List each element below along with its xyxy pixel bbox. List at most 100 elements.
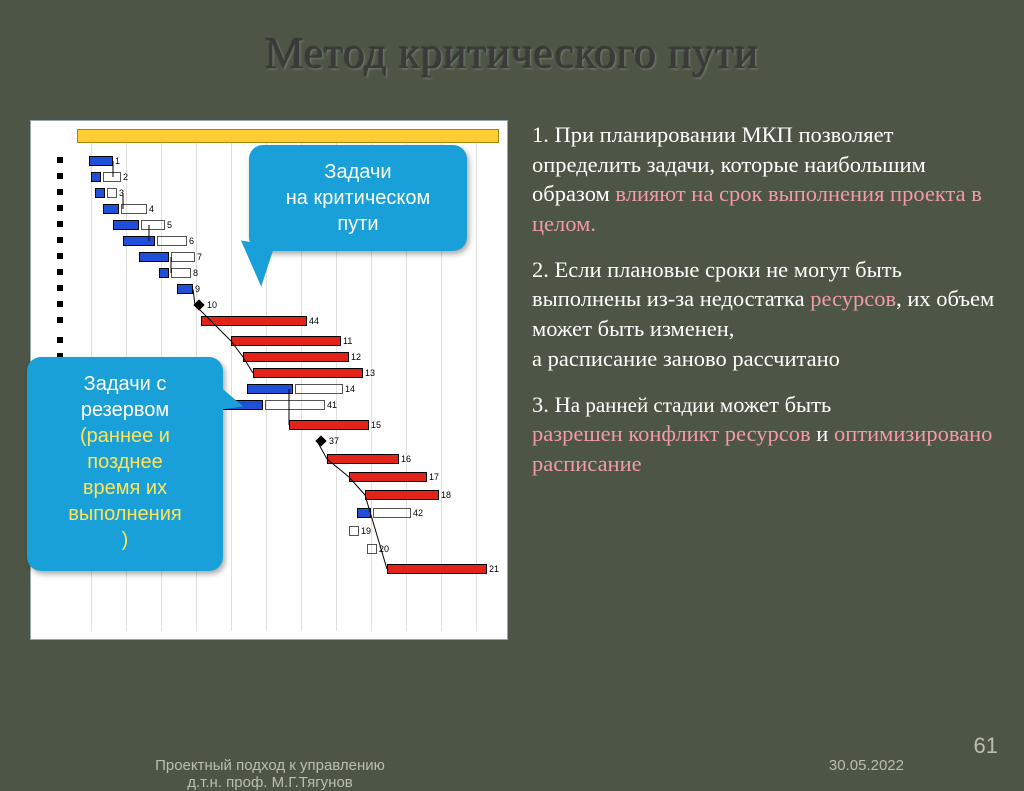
gantt-row-label: 3 — [119, 187, 124, 199]
gantt-bar — [357, 508, 371, 518]
gantt-row-label: 20 — [379, 543, 389, 555]
callout-line: позднее — [87, 451, 162, 473]
gantt-row-label: 16 — [401, 453, 411, 465]
callout-line: Задачи — [324, 161, 391, 183]
gantt-bar — [327, 454, 399, 464]
gantt-bar — [113, 220, 139, 230]
gantt-bar — [103, 204, 119, 214]
gantt-row-label: 2 — [123, 171, 128, 183]
gantt-row-tick — [57, 337, 63, 343]
gantt-bar — [367, 544, 377, 554]
gantt-milestone — [315, 435, 326, 446]
gantt-bar — [95, 188, 105, 198]
paragraph-2: 2. Если плановые сроки не могут быть вып… — [532, 255, 1000, 374]
callout-slack-tasks: Задачи с резервом (раннее и позднее врем… — [27, 357, 223, 571]
callout-line: выполнения — [68, 503, 181, 525]
gantt-bar — [89, 156, 113, 166]
callout-critical-tasks: Задачи на критическом пути — [249, 145, 467, 251]
gantt-bar — [365, 490, 439, 500]
gantt-milestone — [193, 299, 204, 310]
text-span: ожет быть — [733, 392, 831, 417]
gantt-row-label: 4 — [149, 203, 154, 215]
gantt-bar — [103, 172, 121, 182]
gantt-row-tick — [57, 269, 63, 275]
gantt-row-label: 19 — [361, 525, 371, 537]
gantt-row-label: 10 — [207, 299, 217, 311]
gantt-bar — [107, 188, 117, 198]
gantt-row-label: 12 — [351, 351, 361, 363]
gantt-row-label: 1 — [115, 155, 120, 167]
gantt-row-label: 11 — [343, 335, 352, 347]
gantt-bar — [349, 526, 359, 536]
callout-line: пути — [337, 213, 378, 235]
text-span: 3. Н — [532, 392, 571, 417]
callout-line: ) — [122, 529, 129, 551]
gantt-bar — [171, 268, 191, 278]
gantt-row-label: 18 — [441, 489, 451, 501]
footer-line: д.т.н. проф. М.Г.Тягунов — [187, 774, 353, 791]
footer-page-number: 61 — [974, 733, 998, 759]
gantt-bar — [247, 384, 293, 394]
gantt-row-tick — [57, 253, 63, 259]
gantt-row-tick — [57, 237, 63, 243]
gantt-row-label: 13 — [365, 367, 375, 379]
gantt-bar — [265, 400, 325, 410]
footer-credit: Проектный подход к управлению д.т.н. про… — [120, 757, 420, 791]
gantt-row-label: 6 — [189, 235, 194, 247]
text-span: а расписание заново рассчитано — [532, 346, 840, 371]
gantt-bar — [91, 172, 101, 182]
gantt-row-label: 14 — [345, 383, 355, 395]
gantt-row-tick — [57, 317, 63, 323]
callout-line: резервом — [81, 399, 169, 421]
gantt-bar — [349, 472, 427, 482]
gantt-row-tick — [57, 221, 63, 227]
gantt-bar — [295, 384, 343, 394]
gantt-row-label: 21 — [489, 563, 499, 575]
gantt-row-label: 15 — [371, 419, 381, 431]
footer-date: 30.05.2022 — [829, 757, 904, 774]
gantt-bar — [123, 236, 155, 246]
gantt-row-tick — [57, 301, 63, 307]
gantt-row-label: 7 — [197, 251, 202, 263]
gantt-header-strip — [77, 129, 499, 143]
gantt-row: 44 — [31, 313, 499, 333]
gantt-bar — [157, 236, 187, 246]
footer-line: Проектный подход к управлению — [155, 757, 385, 774]
text-column: 1. При планировании МКП позволяет опреде… — [532, 120, 1000, 495]
gantt-bar — [201, 316, 307, 326]
paragraph-1: 1. При планировании МКП позволяет опреде… — [532, 120, 1000, 239]
gantt-row-label: 41 — [327, 399, 337, 411]
gantt-bar — [121, 204, 147, 214]
gantt-row-label: 17 — [429, 471, 439, 483]
gantt-row-tick — [57, 173, 63, 179]
gantt-row-label: 8 — [193, 267, 198, 279]
gantt-bar — [177, 284, 193, 294]
callout-line: время их — [83, 477, 167, 499]
gantt-bar — [289, 420, 369, 430]
slide-title: Метод критического пути — [0, 0, 1024, 79]
gantt-bar — [139, 252, 169, 262]
content-area: 1234567891044111213144115371617184219202… — [24, 120, 1000, 707]
gantt-row-label: 44 — [309, 315, 319, 327]
gantt-bar — [253, 368, 363, 378]
text-span: а ранней стадии м — [571, 393, 733, 417]
text-span: и — [811, 421, 834, 446]
gantt-bar — [171, 252, 195, 262]
paragraph-3: 3. На ранней стадии может быть разрешен … — [532, 390, 1000, 479]
gantt-row-label: 42 — [413, 507, 423, 519]
callout-line: на критическом — [286, 187, 431, 209]
callout-line: Задачи с — [84, 373, 167, 395]
gantt-bar — [159, 268, 169, 278]
gantt-chart: 1234567891044111213144115371617184219202… — [30, 120, 508, 640]
gantt-bar — [141, 220, 165, 230]
gantt-row-label: 5 — [167, 219, 172, 231]
gantt-row-tick — [57, 189, 63, 195]
text-span-highlight: разрешен конфликт ресурсов — [532, 421, 811, 446]
gantt-bar — [231, 336, 341, 346]
gantt-row-label: 9 — [195, 283, 200, 295]
gantt-row-tick — [57, 285, 63, 291]
gantt-row-label: 37 — [329, 435, 339, 447]
text-span-highlight: ресурсов — [810, 286, 896, 311]
gantt-bar — [387, 564, 487, 574]
gantt-row-tick — [57, 205, 63, 211]
